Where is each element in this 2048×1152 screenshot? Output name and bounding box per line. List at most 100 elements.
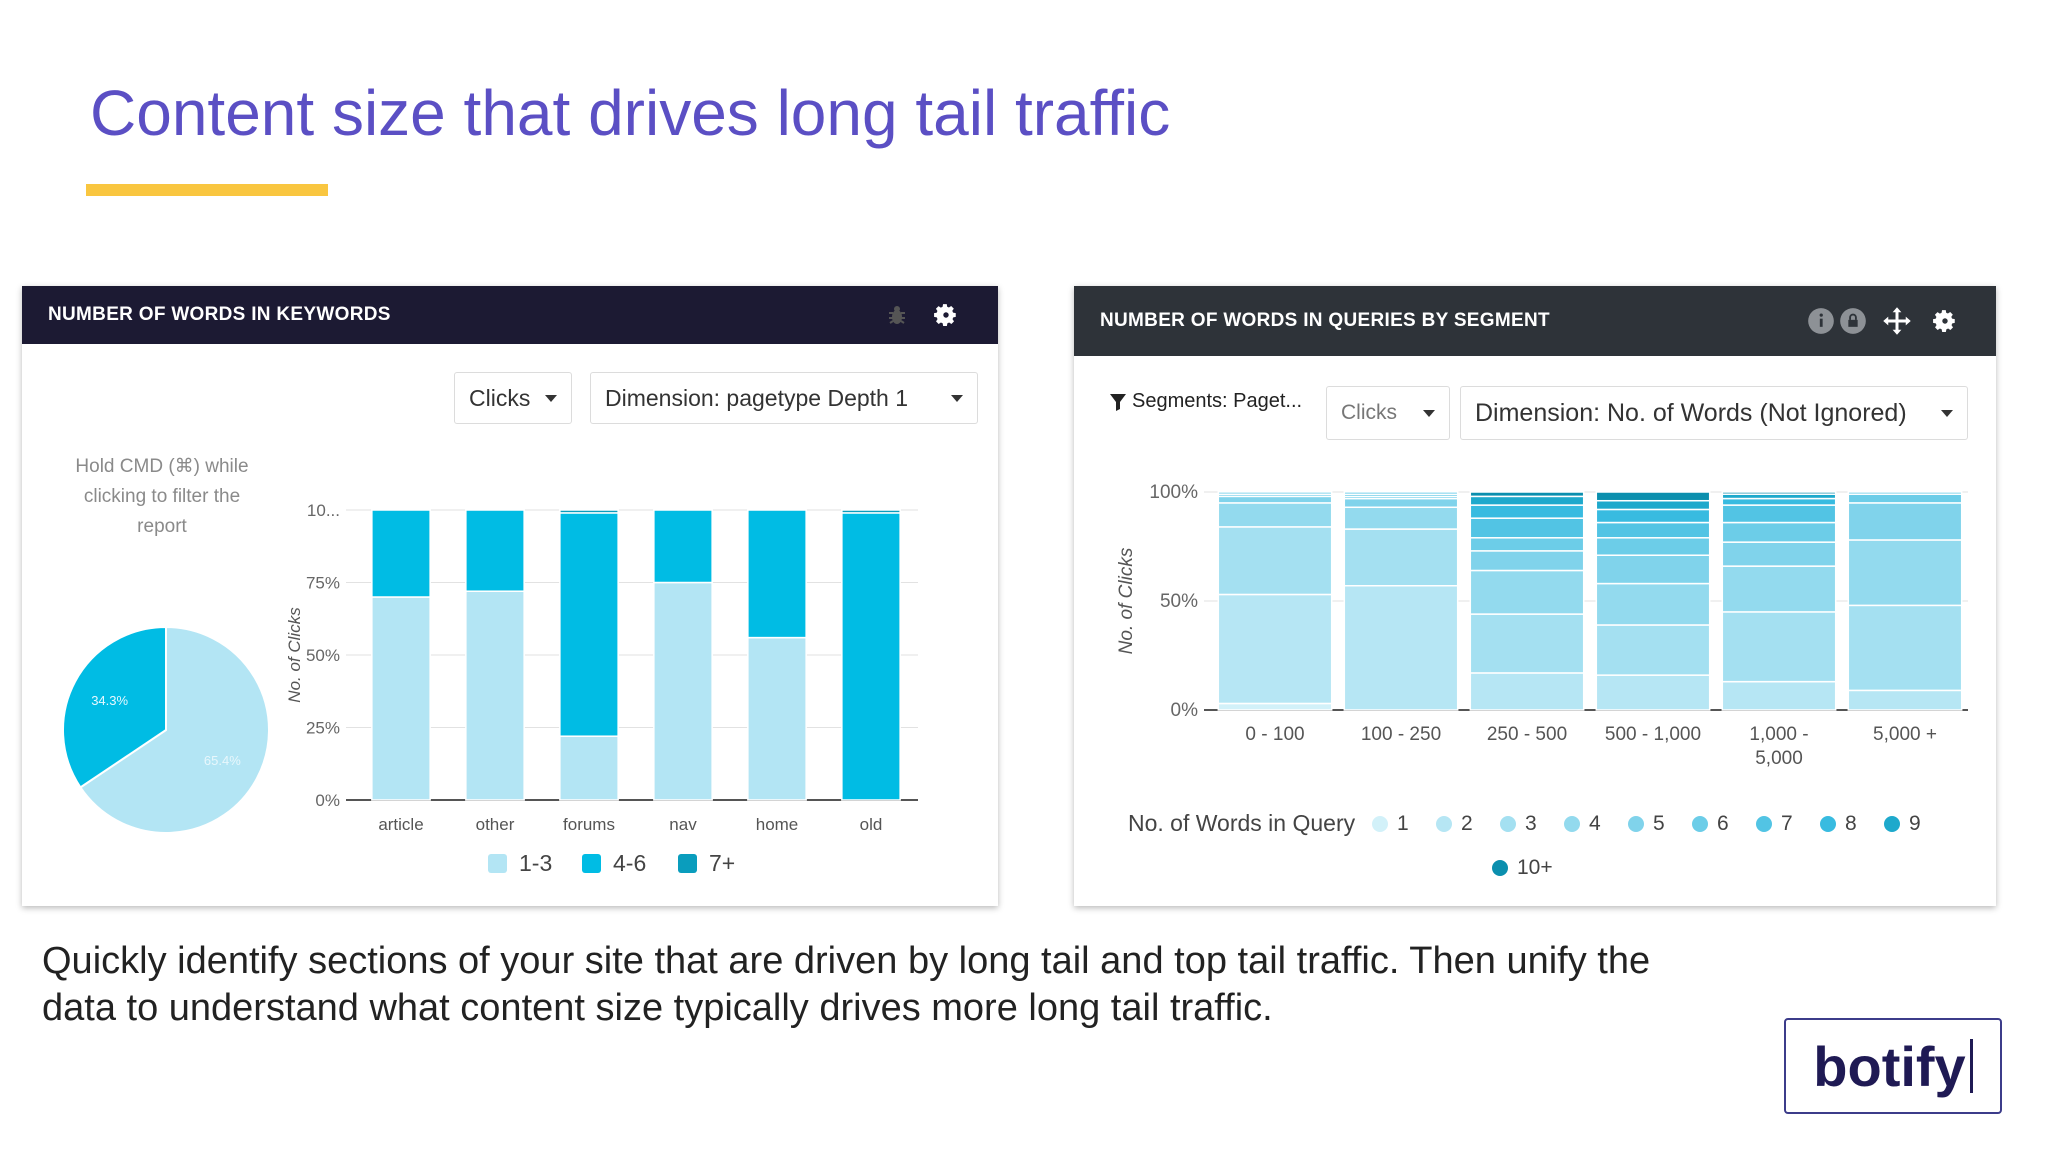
filter-hint: Hold CMD (⌘) while clicking to filter th… [75, 456, 249, 537]
bar-segment[interactable] [1847, 539, 1963, 607]
bar-segment[interactable] [653, 581, 713, 801]
x-tick-label: 5,000 + [1873, 724, 1937, 745]
bar-segment[interactable] [1343, 491, 1459, 495]
stacked-bar-chart-pagetype[interactable]: 0% 25% 50% 75% 10... No. of Clicks article othe… [270, 480, 930, 840]
dimension-dropdown[interactable]: Dimension: pagetype Depth 1 [590, 372, 978, 424]
legend-item-2[interactable]: 2 [1436, 812, 1473, 836]
dimension-dropdown[interactable]: Dimension: No. of Words (Not Ignored) [1460, 386, 1968, 440]
bar-segment[interactable] [1721, 497, 1837, 506]
info-icon[interactable] [1806, 306, 1836, 336]
bar-segment[interactable] [1469, 672, 1585, 711]
y-tick-label: 75% [306, 574, 340, 593]
bar-segment[interactable] [1847, 502, 1963, 541]
x-tick-label: 250 - 500 [1487, 724, 1567, 745]
segments-filter[interactable]: Segments: Paget... [1110, 390, 1302, 413]
bar-segment[interactable] [1343, 584, 1459, 711]
legend-item-7plus[interactable]: 7+ [678, 850, 735, 877]
bar-segment[interactable] [1217, 593, 1333, 705]
bar-segment[interactable] [465, 590, 525, 801]
metric-dropdown[interactable]: Clicks [1326, 386, 1450, 440]
bug-icon[interactable] [882, 300, 912, 330]
bar-segment[interactable] [1595, 491, 1711, 502]
legend-item-10+[interactable]: 10+ [1492, 856, 1553, 880]
stacked-bar-chart-queries[interactable]: 0% 50% 100% No. of Clicks 0 - 100 100 - 250 25… [1100, 466, 1980, 786]
bar-segment[interactable] [653, 509, 713, 584]
bar-segment[interactable] [465, 509, 525, 592]
move-icon[interactable] [1882, 306, 1912, 336]
gear-icon[interactable] [1930, 306, 1960, 336]
legend-item-6[interactable]: 6 [1692, 812, 1729, 836]
bar-segment[interactable] [559, 735, 619, 801]
pie-slice-1-3[interactable] [79, 625, 270, 834]
lock-icon[interactable] [1838, 306, 1868, 336]
legend-item-5[interactable]: 5 [1628, 812, 1665, 836]
y-tick-label: 10... [307, 501, 340, 520]
bar-segment[interactable] [841, 512, 901, 801]
legend-item-9[interactable]: 9 [1884, 812, 1921, 836]
bar-segment[interactable] [747, 509, 807, 639]
bar-segment[interactable] [1847, 491, 1963, 495]
bar-segment[interactable] [1595, 508, 1711, 524]
bar-segment[interactable] [1469, 613, 1585, 674]
bar-segment[interactable] [1217, 702, 1333, 711]
bar-segment[interactable] [1217, 526, 1333, 596]
legend-swatch [678, 854, 697, 873]
bar-segment[interactable] [1721, 491, 1837, 495]
x-tick-label: 1,000 - [1749, 724, 1808, 745]
legend-item-1[interactable]: 1 [1372, 812, 1409, 836]
bar-segment[interactable] [1595, 537, 1711, 556]
legend-item-8[interactable]: 8 [1820, 812, 1857, 836]
legend-swatch [1884, 816, 1900, 832]
chevron-down-icon [1941, 410, 1953, 417]
legend-item-4-6[interactable]: 4-6 [582, 850, 646, 877]
bar-segment[interactable] [1595, 499, 1711, 511]
bar-segment[interactable] [1847, 493, 1963, 504]
bar-segment[interactable] [1469, 569, 1585, 615]
bar-segment[interactable] [1595, 554, 1711, 585]
bar-segment[interactable] [1595, 521, 1711, 539]
pie-slice-4-6[interactable] [62, 625, 167, 789]
gear-icon[interactable] [931, 300, 961, 330]
legend-swatch [1492, 860, 1508, 876]
bar-segment[interactable] [747, 636, 807, 801]
legend-swatch [1692, 816, 1708, 832]
legend-item-1-3[interactable]: 1-3 [488, 850, 552, 877]
x-tick-label: 500 - 1,000 [1605, 724, 1701, 745]
bar-segment[interactable] [1721, 504, 1837, 524]
bar-segment[interactable] [1721, 565, 1837, 613]
legend-item-7[interactable]: 7 [1756, 812, 1793, 836]
bar-segment[interactable] [1217, 491, 1333, 495]
metric-dropdown[interactable]: Clicks [454, 372, 572, 424]
bar-segment[interactable] [1721, 680, 1837, 711]
bar-segment[interactable] [371, 596, 431, 801]
legend-item-4[interactable]: 4 [1564, 812, 1601, 836]
bar-segment[interactable] [1469, 504, 1585, 519]
bar-segment[interactable] [1343, 497, 1459, 509]
bar-segment[interactable] [1217, 502, 1333, 528]
legend-item-3[interactable]: 3 [1500, 812, 1537, 836]
bar-segment[interactable] [1469, 491, 1585, 498]
caption-line-1: Quickly identify sections of your site t… [42, 940, 1651, 982]
bar-segment[interactable] [1343, 506, 1459, 530]
bar-segment[interactable] [1595, 674, 1711, 711]
bar-segment[interactable] [371, 509, 431, 598]
bar-segment[interactable] [1721, 521, 1837, 543]
bar-segment[interactable] [1721, 611, 1837, 683]
bar-segment[interactable] [1595, 624, 1711, 676]
bar-segment[interactable] [559, 512, 619, 737]
bar-segment[interactable] [1721, 541, 1837, 567]
bar-segment[interactable] [1469, 495, 1585, 506]
bar-segment[interactable] [1595, 582, 1711, 626]
bar-segment[interactable] [1343, 528, 1459, 587]
bar-segment[interactable] [1217, 495, 1333, 504]
bar-segment[interactable] [841, 509, 901, 514]
bar-segment[interactable] [559, 509, 619, 514]
legend-swatch [488, 854, 507, 873]
bar-segment[interactable] [1847, 689, 1963, 711]
bar-segment[interactable] [1847, 604, 1963, 692]
bar-segment[interactable] [1469, 550, 1585, 572]
pie-chart[interactable]: 65.4% 34.3% [50, 616, 290, 856]
chevron-down-icon [545, 395, 557, 402]
bar-segment[interactable] [1469, 537, 1585, 552]
bar-segment[interactable] [1469, 517, 1585, 539]
